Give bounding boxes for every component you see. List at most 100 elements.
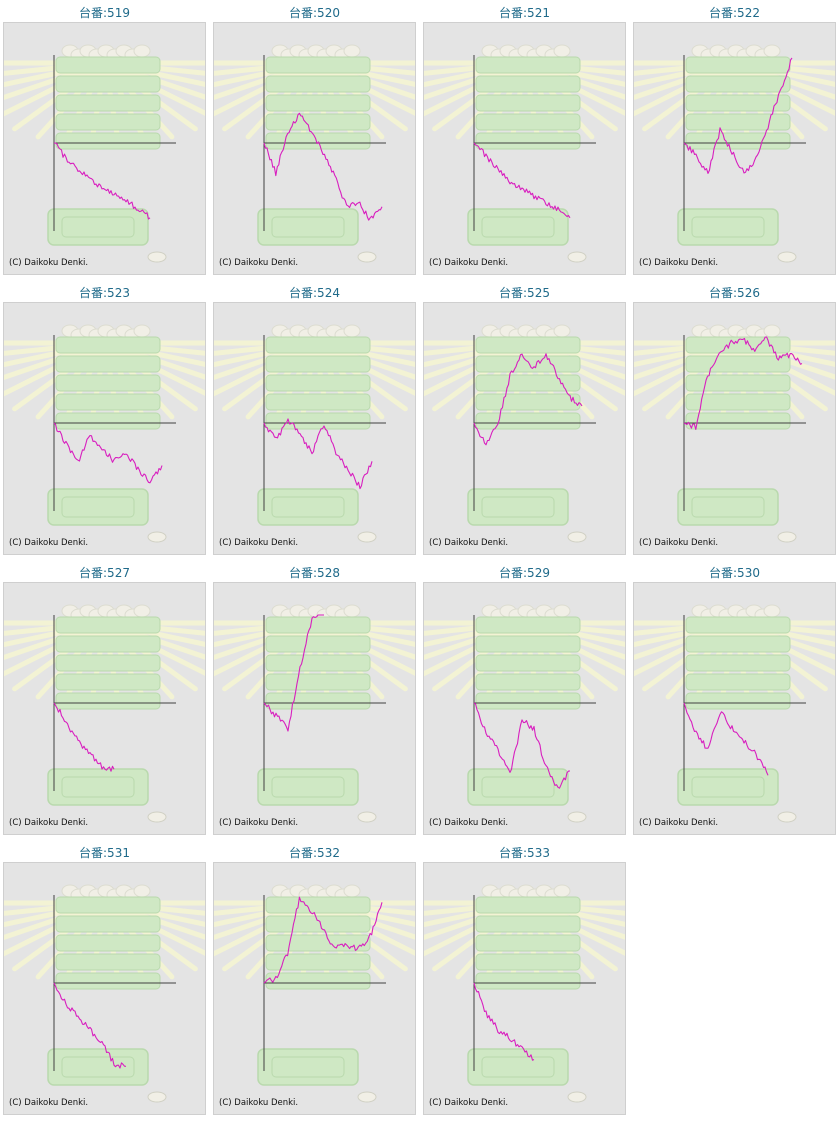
chart-title: 台番:520 (289, 6, 340, 20)
chart-panel: (C) Daikoku Denki. (213, 862, 416, 1115)
chart-title: 台番:525 (499, 286, 550, 300)
copyright-label: (C) Daikoku Denki. (9, 1098, 89, 1108)
copyright-label: (C) Daikoku Denki. (9, 818, 89, 828)
copyright-label: (C) Daikoku Denki. (429, 1098, 509, 1108)
line-chart (4, 884, 205, 1103)
chart-panel: (C) Daikoku Denki. (3, 862, 206, 1115)
copyright-label: (C) Daikoku Denki. (429, 538, 509, 548)
chart-panel: (C) Daikoku Denki. (213, 302, 416, 555)
machine-chart-card: 台番:528 (C) Daikoku Denki. (213, 560, 416, 837)
line-chart (214, 44, 415, 263)
copyright-label: (C) Daikoku Denki. (639, 538, 719, 548)
machine-chart-card: 台番:519 (C) Daikoku Denki. (3, 0, 206, 277)
line-chart (424, 44, 625, 263)
chart-panel: (C) Daikoku Denki. (423, 22, 626, 275)
machine-chart-card: 台番:530 (C) Daikoku Denki. (633, 560, 836, 837)
chart-panel: (C) Daikoku Denki. (213, 22, 416, 275)
copyright-label: (C) Daikoku Denki. (219, 1098, 299, 1108)
background-art (634, 604, 835, 823)
copyright-label: (C) Daikoku Denki. (639, 258, 719, 268)
series-line (473, 982, 535, 1061)
chart-title: 台番:530 (709, 566, 760, 580)
background-art (424, 604, 625, 823)
copyright-label: (C) Daikoku Denki. (9, 538, 89, 548)
chart-panel: (C) Daikoku Denki. (3, 22, 206, 275)
machine-chart-card: 台番:525 (C) Daikoku Denki. (423, 280, 626, 557)
copyright-label: (C) Daikoku Denki. (639, 818, 719, 828)
chart-panel: (C) Daikoku Denki. (213, 582, 416, 835)
chart-panel: (C) Daikoku Denki. (633, 302, 836, 555)
series-line (53, 422, 163, 484)
background-art (634, 324, 835, 543)
line-chart (634, 324, 835, 543)
chart-title: 台番:533 (499, 846, 550, 860)
machine-chart-card: 台番:532 (C) Daikoku Denki. (213, 840, 416, 1117)
chart-title: 台番:527 (79, 566, 130, 580)
series-line (263, 614, 324, 732)
series-line (473, 142, 571, 219)
machine-chart-card: 台番:527 (C) Daikoku Denki. (3, 560, 206, 837)
chart-title: 台番:524 (289, 286, 340, 300)
machine-chart-card: 台番:523 (C) Daikoku Denki. (3, 280, 206, 557)
line-chart (424, 324, 625, 543)
copyright-label: (C) Daikoku Denki. (429, 818, 509, 828)
background-art (424, 44, 625, 263)
chart-panel: (C) Daikoku Denki. (3, 302, 206, 555)
series-line (263, 896, 383, 984)
line-chart (424, 884, 625, 1103)
line-chart (634, 44, 835, 263)
background-art (4, 324, 205, 543)
line-chart (4, 604, 205, 823)
machine-chart-card: 台番:531 (C) Daikoku Denki. (3, 840, 206, 1117)
line-chart (634, 604, 835, 823)
background-art (214, 44, 415, 263)
line-chart (214, 324, 415, 543)
copyright-label: (C) Daikoku Denki. (9, 258, 89, 268)
line-chart (424, 604, 625, 823)
series-line (473, 702, 571, 789)
copyright-label: (C) Daikoku Denki. (219, 538, 299, 548)
copyright-label: (C) Daikoku Denki. (219, 818, 299, 828)
machine-chart-card: 台番:524 (C) Daikoku Denki. (213, 280, 416, 557)
chart-title: 台番:522 (709, 6, 760, 20)
chart-panel: (C) Daikoku Denki. (423, 582, 626, 835)
machine-chart-card: 台番:529 (C) Daikoku Denki. (423, 560, 626, 837)
chart-panel: (C) Daikoku Denki. (633, 22, 836, 275)
chart-title: 台番:532 (289, 846, 340, 860)
machine-chart-card: 台番:533 (C) Daikoku Denki. (423, 840, 626, 1117)
background-art (424, 884, 625, 1103)
series-line (53, 982, 127, 1069)
chart-panel: (C) Daikoku Denki. (633, 582, 836, 835)
series-line (683, 57, 793, 174)
machine-chart-card: 台番:526 (C) Daikoku Denki. (633, 280, 836, 557)
series-line (683, 336, 803, 431)
background-art (214, 324, 415, 543)
series-line (53, 702, 115, 772)
series-line (263, 112, 383, 221)
background-art (424, 324, 625, 543)
copyright-label: (C) Daikoku Denki. (219, 258, 299, 268)
machine-chart-card: 台番:521 (C) Daikoku Denki. (423, 0, 626, 277)
background-art (4, 604, 205, 823)
chart-panel: (C) Daikoku Denki. (3, 582, 206, 835)
series-line (54, 142, 151, 220)
background-art (634, 44, 835, 263)
chart-title: 台番:523 (79, 286, 130, 300)
chart-title: 台番:528 (289, 566, 340, 580)
series-line (683, 702, 769, 776)
machine-chart-card: 台番:522 (C) Daikoku Denki. (633, 0, 836, 277)
machine-chart-card: 台番:520 (C) Daikoku Denki. (213, 0, 416, 277)
chart-title: 台番:529 (499, 566, 550, 580)
chart-panel: (C) Daikoku Denki. (423, 862, 626, 1115)
chart-title: 台番:521 (499, 6, 550, 20)
copyright-label: (C) Daikoku Denki. (429, 258, 509, 268)
chart-title: 台番:519 (79, 6, 130, 20)
chart-title: 台番:526 (709, 286, 760, 300)
background-art (4, 44, 205, 263)
line-chart (214, 604, 415, 823)
line-chart (214, 884, 415, 1103)
chart-title: 台番:531 (79, 846, 130, 860)
background-art (214, 604, 415, 823)
line-chart (4, 44, 205, 263)
